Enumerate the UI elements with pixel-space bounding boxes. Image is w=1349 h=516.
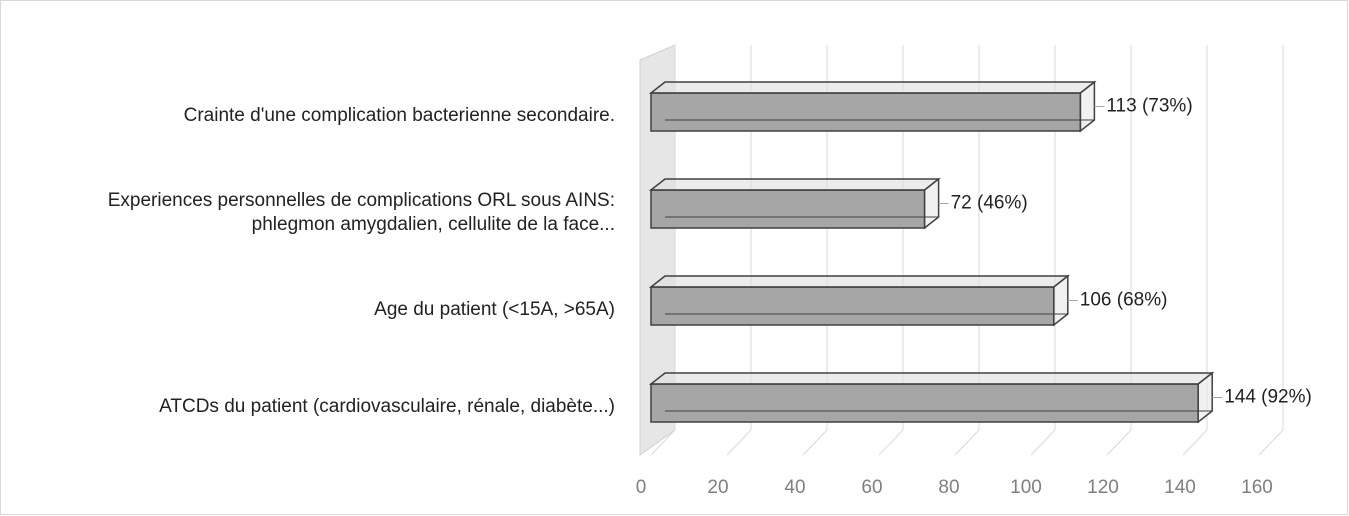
floor-line — [954, 429, 980, 456]
y-tick-label: Age du patient (<15A, >65A) — [374, 299, 615, 320]
y-tick-label: Crainte d'une complication bacterienne s… — [183, 105, 615, 126]
floor-line — [1030, 429, 1056, 456]
value-label: 72 (46%) — [951, 193, 1028, 214]
bar-front — [650, 383, 1199, 423]
x-tick-label: 0 — [636, 477, 647, 498]
floor-line — [650, 429, 676, 456]
floor-line — [1182, 429, 1208, 456]
bar-front — [650, 189, 926, 229]
bar — [648, 80, 1097, 133]
value-label: 144 (92%) — [1224, 387, 1312, 408]
floor-line — [878, 429, 904, 456]
x-tick-label: 80 — [938, 477, 959, 498]
value-label: 113 (73%) — [1106, 96, 1192, 117]
y-tick-label: ATCDs du patient (cardiovasculaire, réna… — [159, 396, 615, 417]
floor-line — [1106, 429, 1132, 456]
x-tick-label: 120 — [1087, 477, 1119, 498]
bar — [648, 177, 941, 230]
bar-front — [650, 92, 1082, 132]
bar-front — [650, 286, 1055, 326]
bar-top — [648, 81, 1097, 94]
x-tick-label: 100 — [1010, 477, 1042, 498]
y-tick-label: Experiences personnelles de complication… — [107, 190, 615, 235]
floor-line — [802, 429, 828, 456]
x-tick-label: 20 — [707, 477, 728, 498]
floor-line — [1258, 429, 1284, 456]
x-tick-label: 160 — [1241, 477, 1273, 498]
bar-top — [648, 372, 1215, 385]
x-tick-label: 40 — [784, 477, 805, 498]
bar — [648, 371, 1215, 424]
bar — [648, 274, 1070, 327]
floor-line — [726, 429, 752, 456]
x-tick-label: 140 — [1164, 477, 1196, 498]
x-tick-label: 60 — [861, 477, 882, 498]
bar-top — [648, 275, 1070, 288]
value-label: 106 (68%) — [1080, 290, 1168, 311]
bar-top — [648, 178, 941, 191]
